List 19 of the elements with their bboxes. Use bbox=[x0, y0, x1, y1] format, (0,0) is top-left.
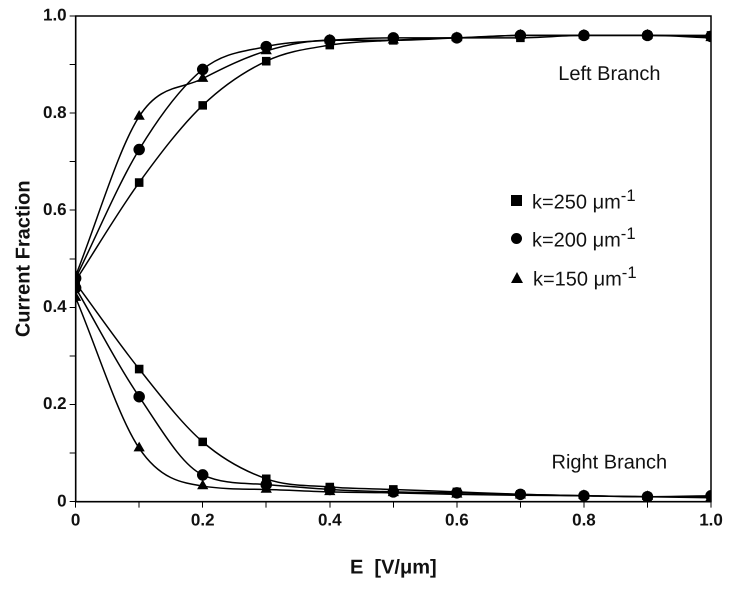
legend-label: k=200 μm$^{-1}$ bbox=[532, 224, 636, 254]
annotation: Right Branch bbox=[552, 451, 668, 474]
y-axis-title: Current Fraction bbox=[12, 180, 35, 338]
y-tick-label: 0 bbox=[57, 491, 67, 510]
x-tick-label: 1.0 bbox=[699, 510, 723, 530]
x-tick-label: 0.6 bbox=[445, 510, 469, 530]
y-tick-label: 0.2 bbox=[42, 394, 67, 414]
y-tick-label: 0.8 bbox=[42, 102, 67, 122]
x-tick-label: 0 bbox=[70, 510, 80, 530]
legend-label: k=250 μm$^{-1}$ bbox=[532, 186, 636, 214]
annotation: Left Branch bbox=[558, 62, 660, 85]
x-tick-label: 0.2 bbox=[190, 510, 215, 530]
y-tick-label: 0.6 bbox=[42, 200, 67, 219]
x-tick-label: 0.4 bbox=[318, 510, 342, 530]
legend-label: k=150 μm$^{-1}$ bbox=[533, 263, 637, 292]
x-axis-title: E [V/μm] bbox=[350, 556, 437, 579]
y-tick-label: 1.0 bbox=[42, 6, 67, 25]
y-tick-label: 0.4 bbox=[42, 297, 68, 316]
x-tick-label: 0.8 bbox=[572, 510, 596, 530]
